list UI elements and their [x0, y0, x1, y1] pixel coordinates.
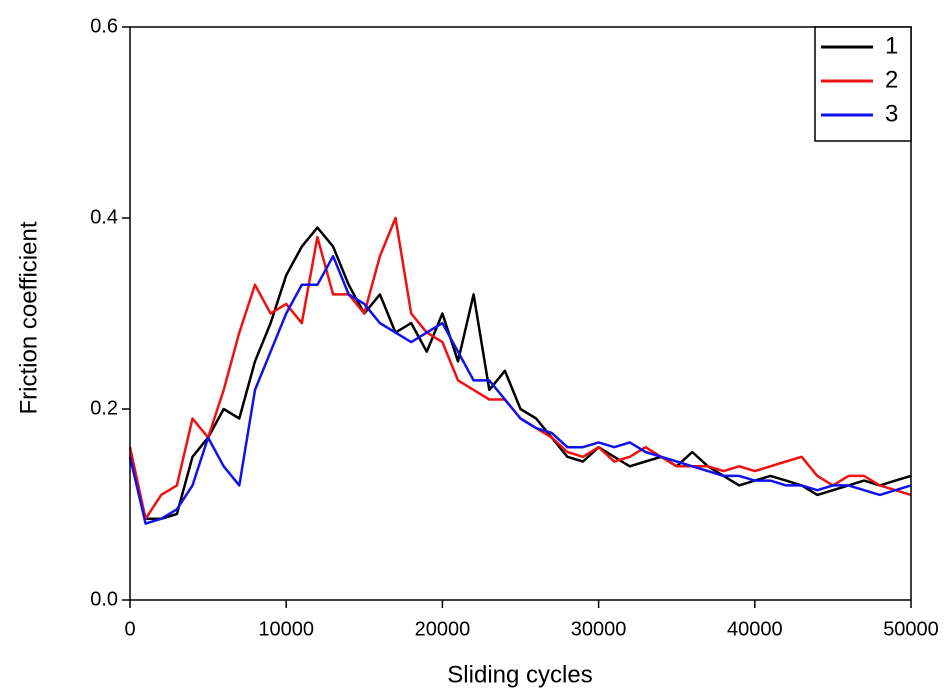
legend-label: 1 [885, 32, 898, 59]
y-tick-label: 0.4 [90, 206, 118, 228]
x-tick-label: 30000 [571, 618, 627, 640]
series-line [128, 254, 912, 525]
legend-label: 3 [885, 100, 898, 127]
series-line [128, 216, 912, 521]
x-tick-label: 40000 [727, 618, 783, 640]
x-tick-label: 50000 [883, 618, 939, 640]
x-axis-title: Sliding cycles [447, 661, 592, 688]
x-tick-label: 10000 [258, 618, 314, 640]
legend-label: 2 [885, 66, 898, 93]
y-tick-label: 0.2 [90, 397, 118, 419]
y-tick-label: 0.0 [90, 588, 118, 610]
series-line [128, 226, 912, 521]
x-tick-label: 20000 [415, 618, 471, 640]
y-axis-title: Friction coefficient [15, 221, 42, 414]
y-tick-label: 0.6 [90, 15, 118, 37]
plot-frame [129, 26, 912, 601]
x-tick-label: 0 [124, 618, 135, 640]
